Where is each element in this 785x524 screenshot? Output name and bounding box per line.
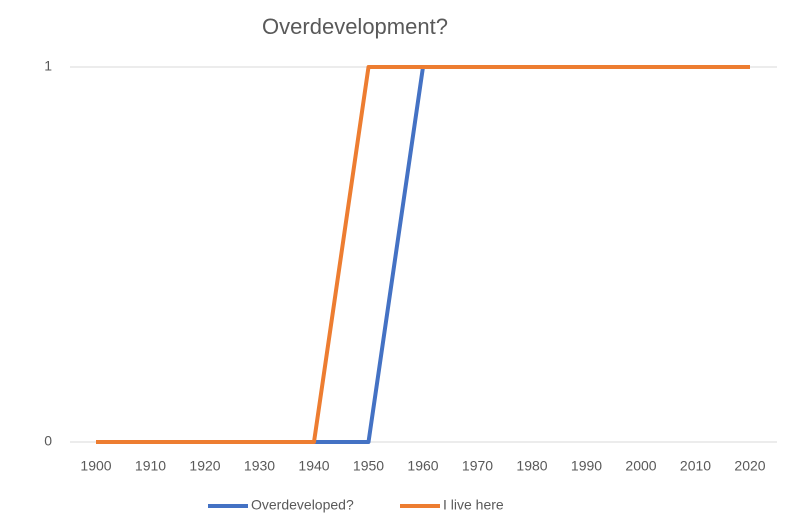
- x-tick-label: 1990: [571, 458, 602, 474]
- x-tick-label: 1920: [189, 458, 220, 474]
- x-tick-label: 2020: [734, 458, 765, 474]
- chart-title: Overdevelopment?: [262, 14, 448, 39]
- y-tick-label: 1: [44, 58, 52, 74]
- x-tick-label: 1930: [244, 458, 275, 474]
- x-tick-label: 1910: [135, 458, 166, 474]
- legend-label: I live here: [443, 497, 504, 513]
- x-tick-label: 1970: [462, 458, 493, 474]
- series-line: [96, 65, 750, 444]
- x-tick-label: 2000: [625, 458, 656, 474]
- x-tick-label: 2010: [680, 458, 711, 474]
- legend-label: Overdeveloped?: [251, 497, 354, 513]
- x-tick-label: 1980: [516, 458, 547, 474]
- x-tick-label: 1900: [80, 458, 111, 474]
- x-tick-label: 1950: [353, 458, 384, 474]
- y-tick-label: 0: [44, 433, 52, 449]
- x-tick-label: 1940: [298, 458, 329, 474]
- x-tick-label: 1960: [407, 458, 438, 474]
- series-line: [96, 65, 750, 444]
